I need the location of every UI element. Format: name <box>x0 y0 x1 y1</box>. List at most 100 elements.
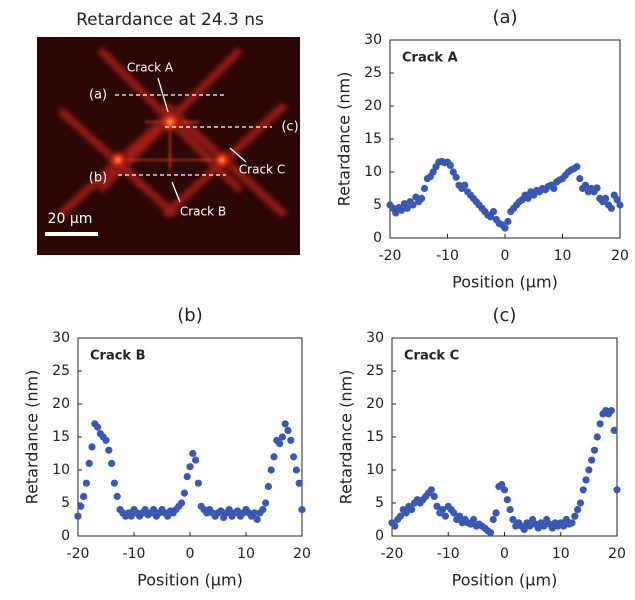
data-point <box>568 519 576 527</box>
x-tick-label: -10 <box>123 546 146 562</box>
data-point <box>452 173 460 181</box>
data-point <box>186 463 194 471</box>
y-tick-label: 30 <box>366 330 384 346</box>
y-axis-label: Retardance (nm) <box>335 72 354 207</box>
data-point <box>102 436 110 444</box>
data-point <box>503 496 511 504</box>
y-tick-label: 25 <box>364 65 382 81</box>
data-point <box>500 486 509 494</box>
data-point <box>225 506 233 514</box>
y-tick-label: 10 <box>364 164 382 180</box>
data-point <box>487 213 495 221</box>
data-point <box>194 479 202 487</box>
data-point <box>486 529 495 537</box>
y-tick-label: 10 <box>52 462 70 478</box>
data-point <box>192 456 200 464</box>
chart-title: (c) <box>493 305 517 326</box>
x-axis-label: Position (μm) <box>452 571 558 590</box>
y-tick-label: 5 <box>375 495 384 511</box>
data-point <box>127 512 135 520</box>
data-point <box>281 420 289 428</box>
data-point <box>408 506 416 514</box>
x-tick-label: 0 <box>501 248 510 264</box>
data-point <box>259 506 267 514</box>
data-point <box>607 407 615 415</box>
data-point <box>284 426 292 434</box>
scale-bar-label: 20 μm <box>48 211 93 227</box>
annotation: Crack A <box>402 51 458 66</box>
y-axis-label: Retardance (nm) <box>23 370 42 505</box>
x-tick-label: -10 <box>436 248 459 264</box>
plot-frame <box>389 39 621 239</box>
data-point <box>178 499 186 507</box>
data-point <box>540 522 548 530</box>
y-tick-label: 30 <box>52 330 70 346</box>
data-point <box>397 206 406 214</box>
crack-label: Crack A <box>127 61 174 75</box>
data-point <box>391 522 399 530</box>
data-point <box>548 524 556 532</box>
y-tick-label: 25 <box>366 363 384 379</box>
y-tick-label: 0 <box>373 230 382 246</box>
x-tick-label: -20 <box>67 546 90 562</box>
x-tick-label: 10 <box>237 546 255 562</box>
y-tick-label: 15 <box>364 131 382 147</box>
y-tick-label: 5 <box>373 197 382 213</box>
data-point <box>571 512 579 520</box>
y-tick-label: 0 <box>61 528 70 544</box>
data-point <box>469 515 478 524</box>
crack-label: Crack B <box>180 205 226 219</box>
data-point <box>520 525 528 534</box>
y-tick-label: 5 <box>61 495 70 511</box>
y-tick-label: 0 <box>375 528 384 544</box>
plot-frame <box>77 337 303 537</box>
annotation: Crack B <box>90 349 146 364</box>
data-point <box>461 181 469 189</box>
x-axis-label: Position (μm) <box>137 571 243 590</box>
data-point <box>582 476 590 484</box>
data-point <box>579 486 587 494</box>
data-point <box>427 486 435 494</box>
data-point <box>418 194 426 202</box>
data-point <box>559 522 568 530</box>
y-tick-label: 25 <box>52 363 70 379</box>
data-point <box>492 509 500 517</box>
data-point <box>449 168 457 176</box>
data-point <box>108 459 116 467</box>
data-point <box>298 506 306 514</box>
x-tick-label: -20 <box>379 248 402 264</box>
data-point <box>593 433 601 441</box>
data-point <box>616 201 624 209</box>
data-point <box>498 480 506 489</box>
data-point <box>267 466 275 474</box>
data-point <box>88 443 96 451</box>
data-point <box>429 168 437 176</box>
chart-title: (b) <box>177 305 202 326</box>
data-point <box>150 506 158 514</box>
x-tick-label: 0 <box>186 546 195 562</box>
data-point <box>588 456 596 464</box>
y-tick-label: 30 <box>364 32 382 48</box>
data-point <box>82 479 90 487</box>
data-point <box>278 433 286 441</box>
data-point <box>295 479 303 487</box>
data-point <box>403 204 411 212</box>
crack-label: Crack C <box>239 163 285 177</box>
data-point <box>85 459 93 467</box>
data-point <box>262 499 270 507</box>
y-tick-label: 10 <box>366 462 384 478</box>
x-tick-label: 20 <box>608 546 626 562</box>
x-tick-label: 0 <box>500 546 509 562</box>
data-point <box>290 453 298 461</box>
data-point <box>183 473 191 481</box>
data-point <box>574 506 582 514</box>
data-point <box>180 489 188 497</box>
data-point <box>250 509 258 517</box>
y-tick-label: 20 <box>52 396 70 412</box>
data-point <box>396 512 405 520</box>
data-point <box>74 512 82 520</box>
data-point <box>607 204 615 212</box>
data-point <box>392 209 400 217</box>
data-point <box>77 502 85 510</box>
